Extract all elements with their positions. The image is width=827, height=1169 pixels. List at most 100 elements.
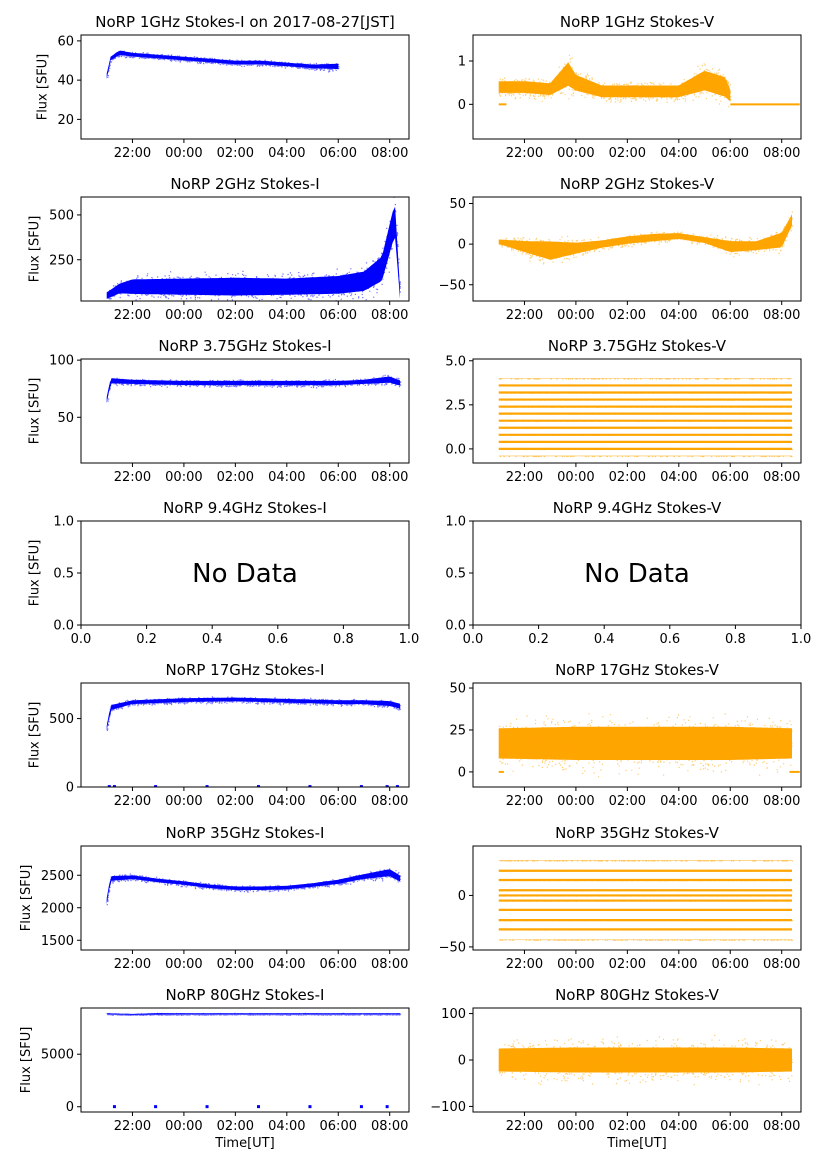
panel-v7: 22:00 00:00 02:00 04:00 06:00 08:00 −100 0 100 No… <box>430 986 802 1151</box>
series-i3 <box>106 374 402 404</box>
y-tick-label: 0 <box>458 98 466 113</box>
x-tick-label: 00:00 <box>165 794 202 809</box>
y-axis-label: Flux [SFU] <box>27 702 42 769</box>
data-points <box>106 696 402 731</box>
series-v3 <box>498 377 793 458</box>
x-tick-label: 04:00 <box>660 794 697 809</box>
y-tick-label: 0.0 <box>445 442 466 457</box>
x-tick-label: 22:00 <box>114 1119 151 1134</box>
x-tick-label: 06:00 <box>712 470 749 485</box>
series-v7 <box>498 1034 794 1086</box>
x-tick-label: 04:00 <box>660 146 697 161</box>
x-tick-label: 0.4 <box>594 632 615 647</box>
panel-i7: 22:00 00:00 02:00 04:00 06:00 08:00 0 5000 NoRP … <box>19 986 410 1151</box>
x-tick-label: 04:00 <box>268 1119 305 1134</box>
x-tick-label: 02:00 <box>217 308 254 323</box>
x-tick-label: 22:00 <box>114 146 151 161</box>
x-tick-label: 0.0 <box>71 632 92 647</box>
x-tick-label: 22:00 <box>506 470 543 485</box>
x-tick-label: 06:00 <box>320 957 357 972</box>
axes-frame <box>80 1007 410 1113</box>
x-tick-label: 02:00 <box>609 308 646 323</box>
chart-title: NoRP 35GHz Stokes-I <box>166 824 325 842</box>
data-points <box>107 1012 402 1016</box>
x-tick-label: 06:00 <box>320 1119 357 1134</box>
x-tick-label: 06:00 <box>712 146 749 161</box>
axes-frame <box>80 196 410 302</box>
series-i7 <box>106 1012 402 1109</box>
data-band <box>106 869 400 905</box>
panel-v4: No Data 0.0 0.2 0.4 0.6 0.8 1.0 0.0 0.5 1.0 NoRP 9… <box>445 499 811 647</box>
x-tick-label: 02:00 <box>217 146 254 161</box>
data-points <box>107 374 402 402</box>
x-tick-label: 08:00 <box>371 794 408 809</box>
x-tick-label: 1.0 <box>791 632 812 647</box>
x-tick-label: 22:00 <box>506 308 543 323</box>
y-tick-label: 500 <box>49 208 74 223</box>
x-tick-label: 08:00 <box>371 1119 408 1134</box>
series-v6 <box>498 860 794 941</box>
x-tick-label: 0.4 <box>202 632 223 647</box>
x-tick-label: 1.0 <box>399 632 420 647</box>
x-tick-label: 00:00 <box>557 146 594 161</box>
x-tick-label: 00:00 <box>557 1119 594 1134</box>
x-tick-label: 22:00 <box>506 1119 543 1134</box>
x-tick-label: 0.6 <box>267 632 288 647</box>
x-tick-label: 04:00 <box>268 470 305 485</box>
series-i1 <box>106 50 340 79</box>
chart-title: NoRP 35GHz Stokes-V <box>555 824 720 842</box>
axes-frame <box>472 358 802 464</box>
y-tick-label: 1 <box>458 55 466 70</box>
no-data-message: No Data <box>192 559 298 589</box>
y-axis-label: Flux [SFU] <box>27 378 42 445</box>
x-tick-label: 22:00 <box>114 794 151 809</box>
x-tick-label: 02:00 <box>217 794 254 809</box>
axes-frame <box>80 845 410 951</box>
x-tick-label: 22:00 <box>114 308 151 323</box>
y-tick-label: −50 <box>439 278 466 293</box>
y-tick-label: 2.5 <box>445 398 466 413</box>
y-tick-label: 25 <box>449 723 466 738</box>
outlier-point <box>205 785 209 787</box>
x-tick-label: 04:00 <box>660 957 697 972</box>
series-v5 <box>498 713 800 778</box>
chart-title: NoRP 80GHz Stokes-I <box>166 986 325 1004</box>
x-tick-label: 04:00 <box>660 308 697 323</box>
x-tick-label: 00:00 <box>557 470 594 485</box>
y-tick-label: 50 <box>449 197 466 212</box>
x-tick-label: 06:00 <box>712 1119 749 1134</box>
outlier-point <box>308 785 312 787</box>
panel-i4: No Data 0.0 0.2 0.4 0.6 0.8 1.0 0.0 0.5 1.0 NoRP 9… <box>27 499 419 647</box>
y-tick-label: 0.0 <box>445 619 466 634</box>
x-tick-label: 22:00 <box>506 794 543 809</box>
y-tick-label: 100 <box>49 354 74 369</box>
x-tick-label: 0.0 <box>463 632 484 647</box>
chart-title: NoRP 3.75GHz Stokes-V <box>548 337 727 355</box>
x-tick-label: 08:00 <box>763 957 800 972</box>
x-tick-label: 22:00 <box>114 957 151 972</box>
data-points <box>498 713 793 778</box>
y-tick-label: 2500 <box>41 869 74 884</box>
x-tick-label: 06:00 <box>320 146 357 161</box>
y-tick-label: 2000 <box>41 901 74 916</box>
x-tick-label: 06:00 <box>712 957 749 972</box>
x-tick-label: 04:00 <box>268 308 305 323</box>
y-axis-label: Flux [SFU] <box>19 1027 34 1094</box>
outlier-point <box>359 1105 363 1109</box>
outlier-point <box>112 785 116 787</box>
outlier-point <box>154 1105 158 1109</box>
x-tick-label: 08:00 <box>371 957 408 972</box>
data-points <box>106 868 402 906</box>
no-data-message: No Data <box>584 559 690 589</box>
outlier-point <box>107 785 111 787</box>
x-tick-label: 02:00 <box>217 957 254 972</box>
x-tick-label: 06:00 <box>320 308 357 323</box>
x-tick-label: 08:00 <box>763 146 800 161</box>
outlier-point <box>257 785 261 787</box>
x-tick-label: 22:00 <box>114 470 151 485</box>
y-tick-label: 0.5 <box>445 567 466 582</box>
y-tick-label: 5.0 <box>445 354 466 369</box>
panel-v2: 22:00 00:00 02:00 04:00 06:00 08:00 −50 0 50 NoRP… <box>439 175 802 323</box>
y-tick-label: 50 <box>57 411 74 426</box>
y-tick-label: 5000 <box>41 1048 74 1063</box>
